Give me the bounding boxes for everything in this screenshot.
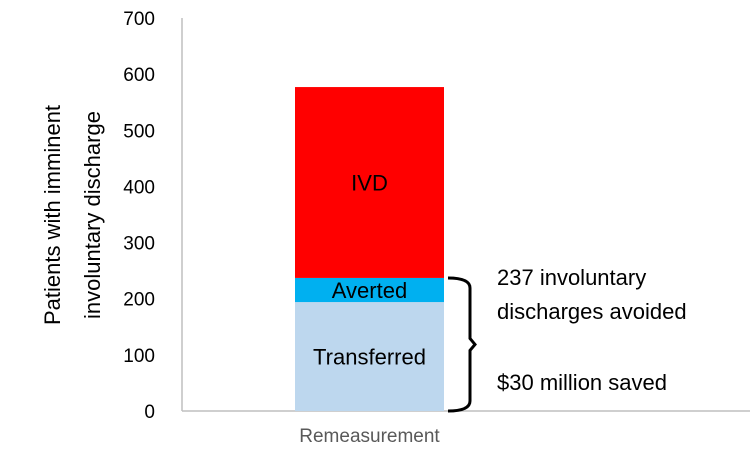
bar-segments: Transferred Averted IVD (295, 87, 444, 411)
y-tick-label-200: 200 (123, 290, 155, 311)
annotation-line-3: $30 million saved (497, 370, 667, 395)
y-tick-label-600: 600 (123, 65, 155, 86)
annotation-line-1: 237 involuntary (497, 265, 646, 290)
y-tick-label-500: 500 (123, 121, 155, 142)
x-tick-label-remeasurement: Remeasurement (299, 426, 440, 447)
y-axis-label-line-2: involuntary discharge (80, 111, 105, 319)
bar-segment-transferred (295, 302, 444, 411)
y-axis-label-line-1: Patients with imminent (40, 105, 65, 325)
annotation-line-2: discharges avoided (497, 299, 687, 324)
y-axis-ticks: 0 100 200 300 400 500 600 700 (123, 9, 155, 423)
y-tick-label-400: 400 (123, 177, 155, 198)
bar-segment-ivd (295, 87, 444, 278)
y-axis-label: Patients with imminent involuntary disch… (40, 105, 105, 325)
segment-label-averted: Averted (332, 278, 407, 303)
y-tick-label-700: 700 (123, 9, 155, 30)
y-tick-label-300: 300 (123, 234, 155, 255)
y-tick-label-100: 100 (123, 346, 155, 367)
segment-label-ivd: IVD (351, 170, 388, 195)
annotation-bracket (447, 276, 477, 413)
y-tick-label-0: 0 (144, 402, 155, 423)
bar-segment-averted (295, 277, 444, 303)
segment-label-transferred: Transferred (313, 345, 426, 370)
